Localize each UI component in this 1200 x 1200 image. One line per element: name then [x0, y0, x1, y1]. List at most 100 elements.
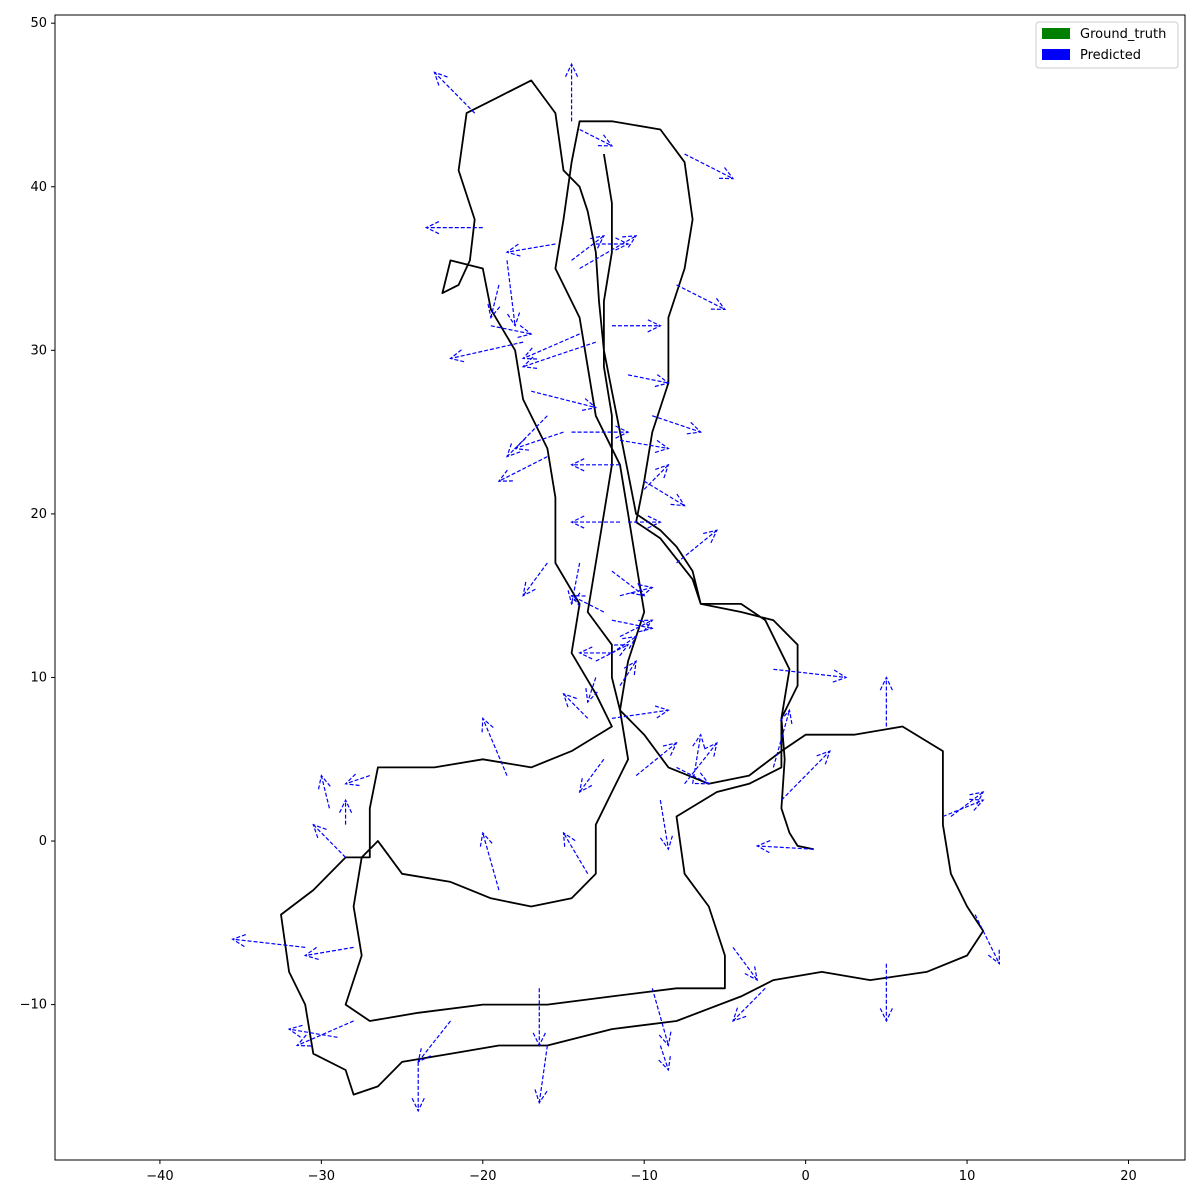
- predicted-arrow-head: [692, 733, 706, 749]
- predicted-arrow: [773, 668, 848, 683]
- x-tick-label: 0: [802, 1169, 810, 1184]
- predicted-arrow: [585, 677, 598, 704]
- legend-label-ground-truth: Ground_truth: [1080, 27, 1166, 42]
- predicted-arrow-shaft: [676, 284, 726, 310]
- predicted-arrow: [611, 619, 654, 633]
- predicted-arrow: [772, 708, 793, 768]
- predicted-arrow: [571, 234, 606, 261]
- predicted-arrow-shaft: [619, 586, 653, 597]
- predicted-arrow-shaft: [506, 415, 548, 458]
- predicted-arrow-shaft: [619, 660, 637, 686]
- predicted-arrow-head: [585, 688, 598, 704]
- predicted-arrow: [481, 717, 508, 776]
- legend-label-predicted: Predicted: [1080, 48, 1141, 63]
- predicted-arrow-head: [567, 590, 581, 606]
- predicted-arrow: [505, 243, 556, 257]
- predicted-arrow-head: [654, 374, 670, 388]
- predicted-arrow-shaft: [692, 734, 702, 784]
- predicted-arrow-head: [816, 750, 831, 765]
- predicted-arrow-shaft: [305, 946, 354, 957]
- predicted-arrow-head: [534, 1089, 548, 1105]
- legend-swatch-predicted: [1042, 49, 1070, 60]
- predicted-arrow-shaft: [942, 799, 984, 818]
- y-tick-label: −10: [20, 998, 47, 1013]
- predicted-arrow-shaft: [345, 775, 370, 785]
- predicted-arrow-head: [718, 167, 735, 180]
- predicted-arrow: [303, 946, 354, 960]
- predicted-arrow-head: [658, 1056, 671, 1072]
- predicted-arrow-head: [779, 708, 793, 725]
- predicted-arrow-head: [615, 237, 630, 251]
- predicted-arrow: [564, 62, 579, 122]
- predicted-arrow-head: [832, 669, 848, 683]
- predicted-arrow-head: [517, 325, 533, 338]
- predicted-arrow-shaft: [950, 791, 984, 817]
- predicted-arrow-shaft: [450, 341, 524, 360]
- predicted-arrow: [317, 774, 331, 809]
- predicted-arrow: [942, 798, 985, 818]
- predicted-arrow-head: [570, 458, 585, 472]
- predicted-arrow: [344, 773, 370, 787]
- predicted-arrow-head: [622, 635, 638, 650]
- trajectory-line-0: [280, 79, 985, 1096]
- predicted-arrow-head: [703, 529, 718, 544]
- predicted-arrow-shaft: [732, 987, 766, 1022]
- predicted-arrow-head: [344, 773, 360, 787]
- predicted-arrow-shaft: [595, 644, 629, 662]
- x-tick-label: 10: [959, 1169, 976, 1184]
- predicted-arrow-shaft: [571, 595, 605, 613]
- predicted-arrow-head: [658, 1031, 672, 1047]
- x-tick-label: 20: [1120, 1169, 1137, 1184]
- predicted-arrow-head: [521, 347, 538, 360]
- legend: Ground_truth Predicted: [1035, 21, 1179, 69]
- predicted-arrow-shaft: [627, 374, 669, 384]
- predicted-arrow: [676, 529, 718, 564]
- predicted-arrow-shaft: [579, 128, 613, 147]
- predicted-arrow-head: [487, 303, 501, 319]
- predicted-arrow: [595, 237, 630, 251]
- predicted-arrow-head: [987, 949, 1001, 965]
- predicted-arrow: [658, 1045, 671, 1072]
- predicted-arrow-head: [287, 1024, 303, 1038]
- predicted-arrow: [635, 742, 678, 777]
- y-tick-label: 0: [39, 834, 47, 849]
- predicted-arrow: [570, 458, 620, 472]
- predicted-arrow: [595, 644, 630, 662]
- predicted-arrow-shaft: [974, 914, 1000, 964]
- predicted-arrow-head: [589, 234, 606, 249]
- predicted-arrow-head: [659, 835, 673, 851]
- predicted-arrow: [974, 914, 1001, 965]
- predicted-arrow-shaft: [514, 431, 564, 450]
- predicted-arrow: [676, 766, 711, 785]
- predicted-arrow-shaft: [506, 260, 516, 326]
- predicted-arrow: [643, 480, 686, 507]
- predicted-arrow-head: [670, 493, 686, 507]
- predicted-arrow-head: [562, 692, 577, 708]
- y-tick-label: 20: [30, 507, 47, 522]
- predicted-arrow-shaft: [433, 71, 476, 114]
- predicted-arrow: [562, 831, 589, 875]
- predicted-arrow: [755, 840, 814, 854]
- trajectory-layer: [280, 79, 985, 1096]
- predicted-arrow-head: [615, 425, 630, 439]
- predicted-arrow-head: [647, 515, 662, 529]
- predicted-arrow-head: [638, 584, 654, 597]
- predicted-arrow-shaft: [611, 709, 669, 719]
- predicted-arrow-shaft: [296, 1020, 354, 1047]
- predicted-arrow-shaft: [587, 677, 597, 703]
- predicted-arrow-shaft: [684, 742, 718, 785]
- predicted-arrow: [627, 374, 670, 388]
- y-tick-label: 40: [30, 180, 47, 195]
- predicted-arrow: [521, 341, 596, 369]
- predicted-arrow-head: [481, 717, 494, 733]
- predicted-arrow-head: [505, 243, 521, 257]
- predicted-arrow-head: [694, 772, 711, 785]
- predicted-arrow: [684, 741, 718, 785]
- predicted-arrow: [522, 562, 548, 597]
- predicted-arrow: [732, 947, 759, 982]
- predicted-arrow-head: [295, 1034, 312, 1047]
- predicted-arrow: [487, 284, 501, 319]
- predicted-arrow: [781, 750, 831, 801]
- predicted-arrow-head: [614, 644, 630, 657]
- predicted-arrow: [433, 71, 476, 114]
